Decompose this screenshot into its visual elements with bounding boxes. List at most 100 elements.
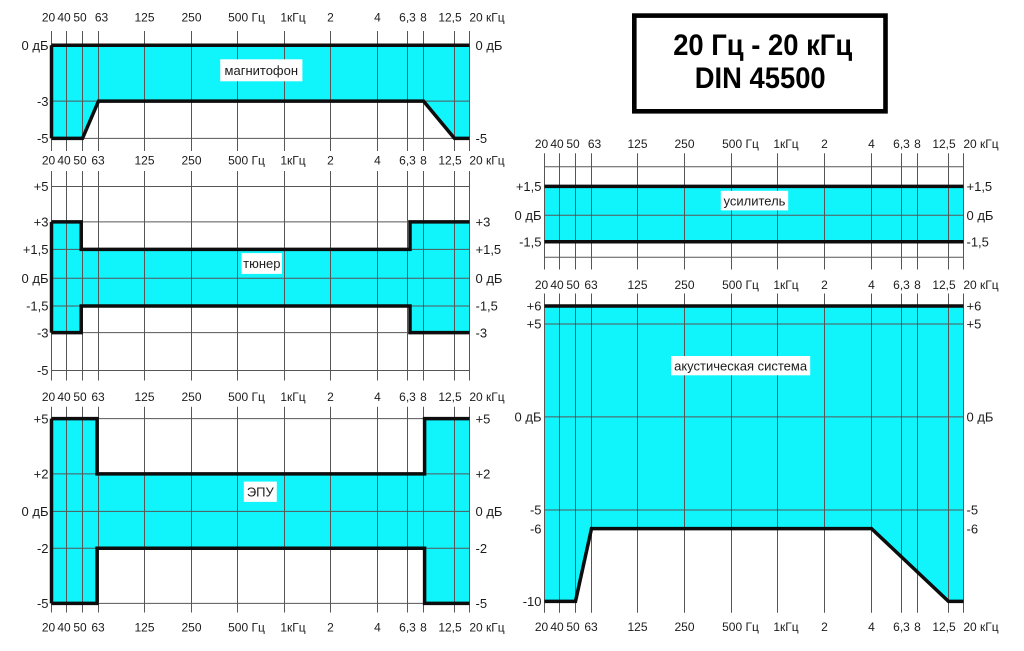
svg-text:500 Гц: 500 Гц <box>722 137 759 151</box>
svg-text:+5: +5 <box>527 317 542 332</box>
svg-text:50: 50 <box>566 278 580 292</box>
svg-text:125: 125 <box>134 390 154 404</box>
svg-text:0 дБ: 0 дБ <box>967 208 994 223</box>
svg-text:-3: -3 <box>476 325 488 340</box>
svg-text:20 кГц: 20 кГц <box>963 137 998 151</box>
svg-text:ЭПУ: ЭПУ <box>247 484 275 499</box>
svg-text:500 Гц: 500 Гц <box>228 390 265 404</box>
svg-text:2: 2 <box>327 11 334 25</box>
svg-text:20: 20 <box>42 11 56 25</box>
svg-text:12,5: 12,5 <box>932 620 956 634</box>
svg-text:2: 2 <box>327 154 334 168</box>
svg-text:6,3: 6,3 <box>893 278 910 292</box>
svg-text:-6: -6 <box>967 521 979 536</box>
svg-text:12,5: 12,5 <box>438 390 462 404</box>
svg-text:40: 40 <box>57 11 71 25</box>
svg-text:0 дБ: 0 дБ <box>515 410 542 425</box>
svg-text:50: 50 <box>73 154 87 168</box>
svg-text:6,3: 6,3 <box>893 620 910 634</box>
svg-text:125: 125 <box>134 11 154 25</box>
svg-text:20 кГц: 20 кГц <box>963 278 998 292</box>
svg-text:1кГц: 1кГц <box>773 137 798 151</box>
svg-text:250: 250 <box>674 620 694 634</box>
svg-text:250: 250 <box>181 621 201 635</box>
svg-text:20 кГц: 20 кГц <box>469 11 504 25</box>
svg-text:500 Гц: 500 Гц <box>722 278 759 292</box>
svg-text:125: 125 <box>134 621 154 635</box>
svg-text:20: 20 <box>42 621 56 635</box>
svg-text:+3: +3 <box>34 215 49 230</box>
svg-text:20 кГц: 20 кГц <box>469 621 504 635</box>
svg-text:+3: +3 <box>476 215 491 230</box>
svg-text:63: 63 <box>95 11 109 25</box>
svg-text:+2: +2 <box>34 467 49 482</box>
svg-text:20: 20 <box>42 390 56 404</box>
svg-text:2: 2 <box>821 620 828 634</box>
svg-text:0 дБ: 0 дБ <box>22 38 49 53</box>
svg-text:8: 8 <box>420 154 427 168</box>
svg-text:8: 8 <box>420 11 427 25</box>
svg-text:+1,5: +1,5 <box>967 179 993 194</box>
svg-text:125: 125 <box>134 154 154 168</box>
svg-text:0 дБ: 0 дБ <box>22 504 49 519</box>
svg-text:12,5: 12,5 <box>438 154 462 168</box>
svg-text:-2: -2 <box>37 541 49 556</box>
svg-text:+2: +2 <box>476 467 491 482</box>
svg-text:4: 4 <box>868 137 875 151</box>
svg-text:250: 250 <box>181 11 201 25</box>
svg-text:20: 20 <box>535 620 549 634</box>
svg-text:2: 2 <box>327 390 334 404</box>
svg-text:0 дБ: 0 дБ <box>515 208 542 223</box>
svg-text:20 Гц - 20 кГц: 20 Гц - 20 кГц <box>673 29 853 62</box>
svg-text:-5: -5 <box>476 131 488 146</box>
svg-text:50: 50 <box>566 137 580 151</box>
svg-text:+5: +5 <box>34 179 49 194</box>
svg-text:8: 8 <box>914 620 921 634</box>
svg-text:40: 40 <box>57 621 71 635</box>
svg-text:50: 50 <box>73 621 87 635</box>
svg-text:8: 8 <box>914 137 921 151</box>
svg-text:500 Гц: 500 Гц <box>722 620 759 634</box>
svg-text:+6: +6 <box>527 299 542 314</box>
svg-text:20 кГц: 20 кГц <box>963 620 998 634</box>
svg-text:40: 40 <box>550 620 564 634</box>
svg-text:12,5: 12,5 <box>932 137 956 151</box>
svg-text:4: 4 <box>374 621 381 635</box>
svg-text:1кГц: 1кГц <box>773 278 798 292</box>
svg-text:12,5: 12,5 <box>438 621 462 635</box>
svg-text:0 дБ: 0 дБ <box>476 271 503 286</box>
svg-text:50: 50 <box>73 11 87 25</box>
svg-text:тюнер: тюнер <box>243 256 280 271</box>
svg-text:6,3: 6,3 <box>399 11 416 25</box>
svg-text:40: 40 <box>550 137 564 151</box>
svg-text:-5: -5 <box>37 596 49 611</box>
svg-text:-10: -10 <box>523 594 542 609</box>
svg-text:+1,5: +1,5 <box>516 179 542 194</box>
svg-text:8: 8 <box>420 390 427 404</box>
svg-text:125: 125 <box>627 620 647 634</box>
svg-text:500 Гц: 500 Гц <box>228 621 265 635</box>
svg-text:0 дБ: 0 дБ <box>22 271 49 286</box>
svg-text:-1,5: -1,5 <box>519 234 541 249</box>
svg-text:1кГц: 1кГц <box>280 390 305 404</box>
svg-text:0 дБ: 0 дБ <box>476 504 503 519</box>
svg-text:2: 2 <box>821 278 828 292</box>
svg-text:+1,5: +1,5 <box>23 242 49 257</box>
svg-text:63: 63 <box>91 390 105 404</box>
svg-text:-3: -3 <box>37 94 49 109</box>
svg-text:63: 63 <box>588 137 602 151</box>
svg-text:20: 20 <box>535 278 549 292</box>
svg-text:50: 50 <box>73 390 87 404</box>
svg-text:20 кГц: 20 кГц <box>469 154 504 168</box>
svg-text:-1,5: -1,5 <box>26 299 48 314</box>
svg-text:DIN 45500: DIN 45500 <box>695 62 826 95</box>
svg-text:250: 250 <box>674 278 694 292</box>
svg-text:4: 4 <box>868 278 875 292</box>
svg-text:+5: +5 <box>476 411 491 426</box>
svg-text:+6: +6 <box>967 299 982 314</box>
svg-text:усилитель: усилитель <box>724 193 786 208</box>
svg-text:+5: +5 <box>967 317 982 332</box>
svg-text:20: 20 <box>535 137 549 151</box>
svg-text:12,5: 12,5 <box>438 11 462 25</box>
svg-text:250: 250 <box>181 390 201 404</box>
